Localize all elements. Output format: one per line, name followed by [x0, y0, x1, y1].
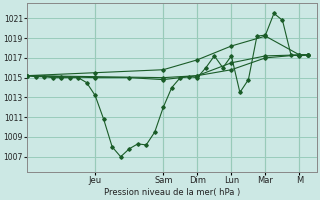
- X-axis label: Pression niveau de la mer( hPa ): Pression niveau de la mer( hPa ): [104, 188, 240, 197]
